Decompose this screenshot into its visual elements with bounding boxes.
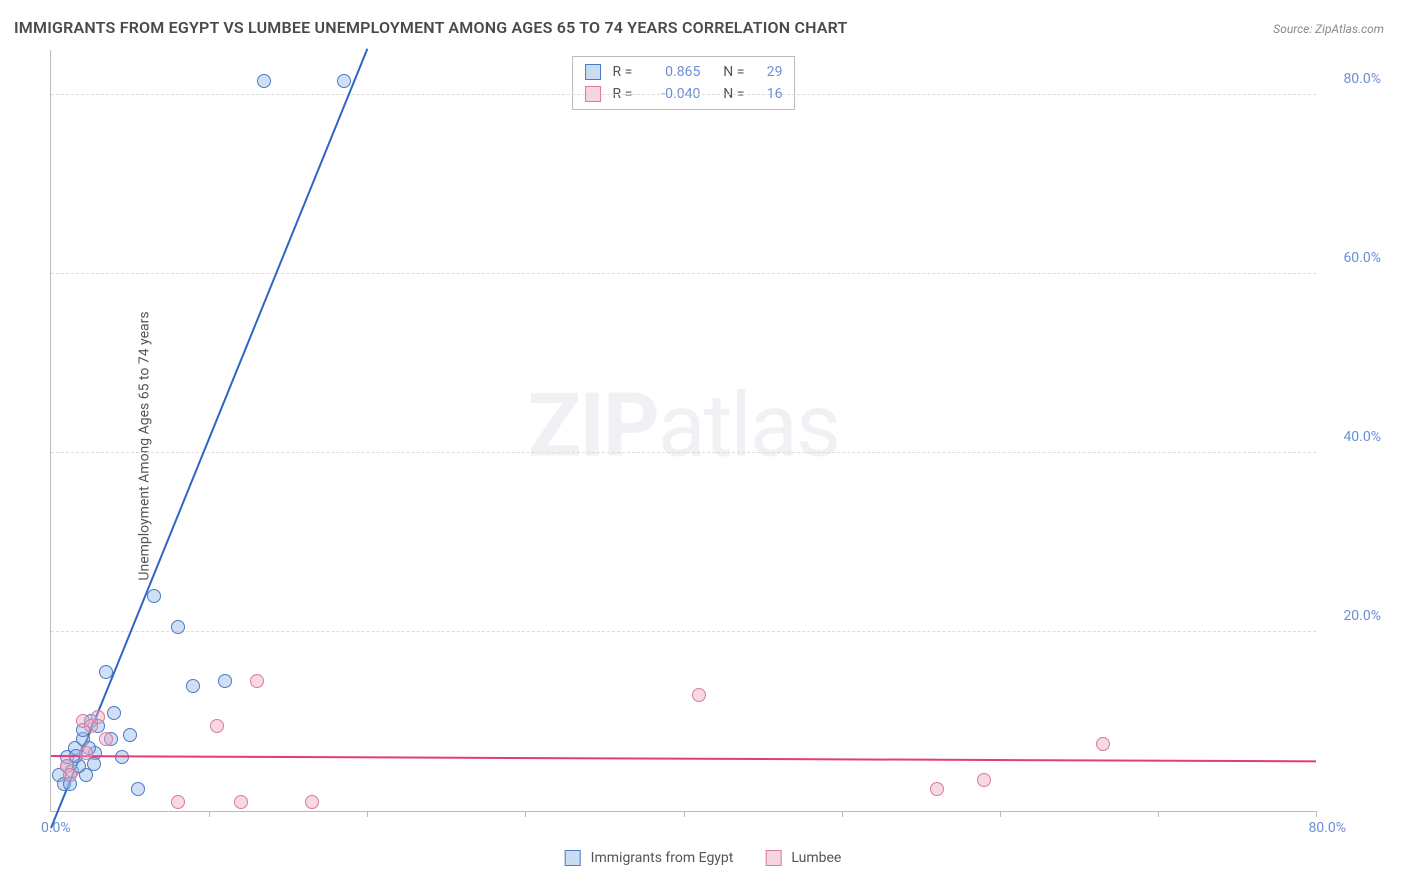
data-point	[147, 589, 161, 603]
x-tick	[1316, 811, 1317, 817]
watermark-bold: ZIP	[528, 374, 658, 477]
data-point	[123, 728, 137, 742]
data-point	[210, 719, 224, 733]
correlation-legend: R = 0.865 N = 29 R = -0.040 N = 16	[572, 56, 796, 110]
x-tick	[684, 811, 685, 817]
y-tick-label: 80.0%	[1343, 71, 1381, 87]
data-point	[1096, 737, 1110, 751]
data-point	[87, 757, 101, 771]
r-value: 0.865	[640, 61, 700, 83]
data-point	[250, 674, 264, 688]
legend-label: Immigrants from Egypt	[591, 850, 734, 866]
swatch-icon	[585, 64, 601, 80]
data-point	[305, 795, 319, 809]
data-point	[171, 620, 185, 634]
trend-line-b	[51, 755, 1316, 762]
data-point	[257, 74, 271, 88]
r-label: R =	[613, 61, 633, 83]
data-point	[234, 795, 248, 809]
plot-area: ZIPatlas R = 0.865 N = 29 R = -0.040 N =…	[50, 50, 1316, 812]
data-point	[692, 688, 706, 702]
data-point	[930, 782, 944, 796]
legend-item-series-b: Lumbee	[765, 850, 841, 866]
n-value: 29	[752, 61, 782, 83]
x-origin-label: 0.0%	[41, 820, 71, 836]
x-tick	[525, 811, 526, 817]
x-tick	[367, 811, 368, 817]
x-end-label: 80.0%	[1308, 820, 1346, 836]
x-tick	[842, 811, 843, 817]
data-point	[63, 768, 77, 782]
data-point	[107, 706, 121, 720]
swatch-icon	[765, 850, 781, 866]
x-tick	[1158, 811, 1159, 817]
watermark-light: atlas	[658, 374, 839, 477]
data-point	[186, 679, 200, 693]
legend-item-series-a: Immigrants from Egypt	[565, 850, 734, 866]
data-point	[171, 795, 185, 809]
y-tick-label: 20.0%	[1343, 608, 1381, 624]
x-tick	[209, 811, 210, 817]
n-label: N =	[723, 61, 744, 83]
gridline	[51, 452, 1316, 453]
data-point	[977, 773, 991, 787]
swatch-icon	[565, 850, 581, 866]
data-point	[79, 746, 93, 760]
legend-row-series-a: R = 0.865 N = 29	[585, 61, 783, 83]
data-point	[91, 710, 105, 724]
gridline	[51, 631, 1316, 632]
gridline	[51, 273, 1316, 274]
watermark: ZIPatlas	[528, 374, 839, 477]
y-tick-label: 40.0%	[1343, 429, 1381, 445]
data-point	[131, 782, 145, 796]
gridline	[51, 94, 1316, 95]
data-point	[99, 732, 113, 746]
y-tick-label: 60.0%	[1343, 250, 1381, 266]
data-point	[218, 674, 232, 688]
legend-label: Lumbee	[791, 850, 841, 866]
source-attribution: Source: ZipAtlas.com	[1273, 22, 1384, 36]
data-point	[99, 665, 113, 679]
chart-title: IMMIGRANTS FROM EGYPT VS LUMBEE UNEMPLOY…	[14, 18, 848, 37]
data-point	[337, 74, 351, 88]
x-tick	[1000, 811, 1001, 817]
series-legend: Immigrants from Egypt Lumbee	[565, 850, 842, 866]
